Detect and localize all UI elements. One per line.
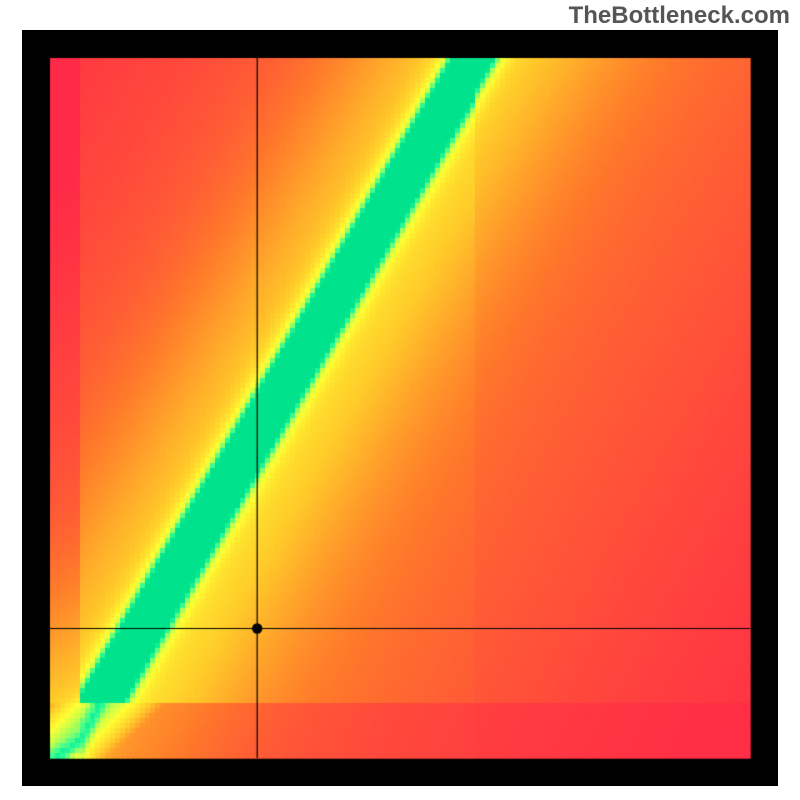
heatmap-canvas: [22, 30, 778, 786]
heatmap-plot: [22, 30, 778, 786]
attribution-text: TheBottleneck.com: [569, 2, 790, 30]
